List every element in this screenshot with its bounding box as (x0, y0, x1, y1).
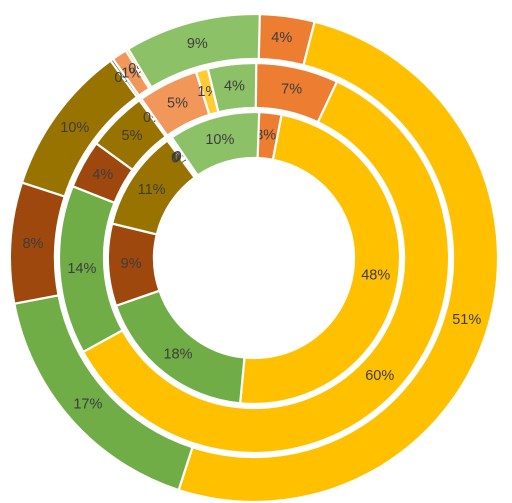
data-label-middle-3: 14% (67, 261, 96, 277)
ring-outer: 4%51%17%8%10%0%1%0%9% (8, 12, 500, 503)
slice-middle-9 (206, 61, 258, 114)
data-label-middle-2: 60% (365, 368, 394, 384)
data-label-middle-1: 7% (281, 82, 302, 98)
data-label-inner-5: 11% (138, 182, 166, 198)
data-label-middle-5: 5% (122, 128, 143, 144)
ring-inner: 3%48%18%9%11%0%0%0%10% (106, 110, 402, 406)
data-label-middle-4: 4% (92, 167, 113, 183)
data-label-inner-1: 3% (255, 128, 276, 144)
data-label-outer-3: 17% (73, 396, 102, 412)
slice-inner-9 (170, 110, 261, 177)
data-label-inner-2: 48% (361, 268, 390, 284)
data-label-middle-7: 5% (167, 95, 188, 111)
data-label-inner-3: 18% (163, 347, 192, 363)
data-label-middle-9: 4% (224, 79, 245, 95)
data-label-outer-9: 9% (187, 36, 208, 52)
slice-middle-2 (81, 80, 451, 455)
data-label-outer-4: 8% (22, 236, 43, 252)
ring-middle: 7%60%14%4%5%0%5%1%4% (57, 61, 451, 455)
slice-inner-2 (238, 113, 402, 406)
slice-outer-9 (126, 12, 261, 89)
data-label-outer-2: 51% (452, 312, 481, 328)
data-label-outer-5: 10% (60, 120, 89, 136)
slice-outer-2 (177, 20, 500, 503)
data-label-outer-1: 4% (271, 30, 292, 46)
data-label-inner-9: 10% (205, 132, 234, 148)
data-label-inner-4: 9% (121, 256, 142, 272)
